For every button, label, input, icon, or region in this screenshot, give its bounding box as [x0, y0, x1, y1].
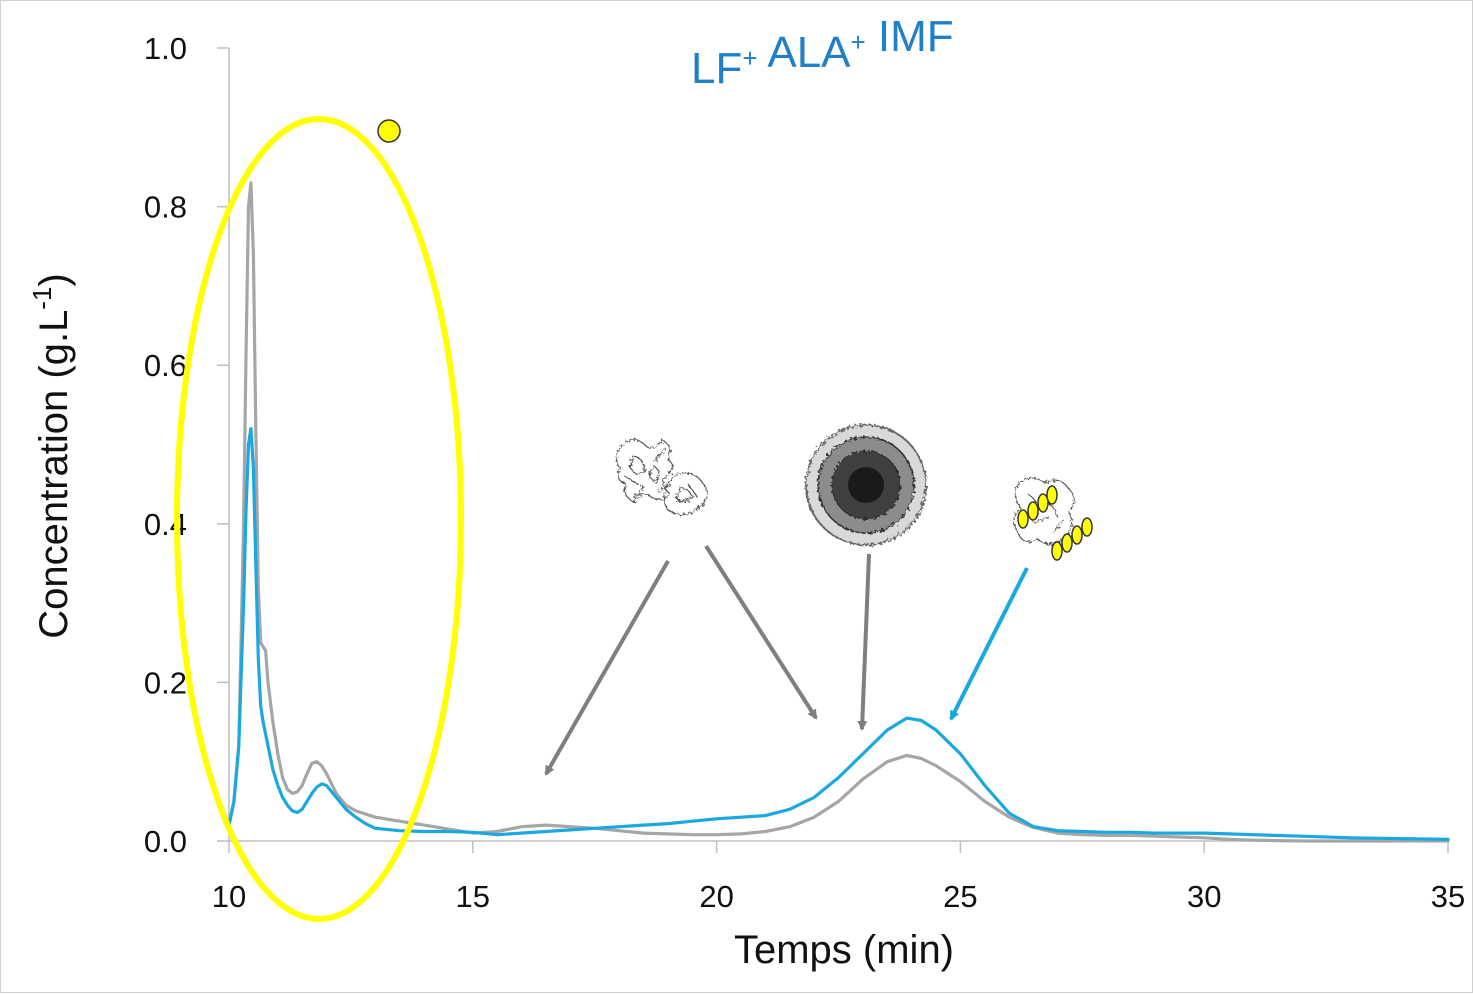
y-tick-label: 0.2: [144, 665, 187, 700]
chart-title: LF+ ALA+ IMF: [691, 12, 954, 93]
arrow-micelle-to-peak: [857, 553, 871, 731]
highlight-ellipse: [174, 116, 464, 922]
arrow-complex-to-peak: [949, 567, 1029, 721]
yellow-dot-icon: [377, 119, 401, 143]
x-tick-label: 20: [699, 879, 733, 914]
chart-title-superscript: +: [742, 43, 757, 73]
y-tick-label: 1.0: [144, 31, 187, 66]
chart-title-part: ALA: [758, 28, 852, 77]
y-tick-label: 0.6: [144, 348, 187, 383]
y-axis-ticks: 0.0 0.2 0.4 0.6 0.8 1.0: [144, 31, 229, 859]
y-tick-label: 0.4: [144, 507, 187, 542]
chart-title-part: IMF: [866, 12, 954, 61]
x-tick-label: 25: [943, 879, 977, 914]
y-axis-title-superscript: -1: [27, 287, 57, 310]
x-tick-label: 10: [212, 879, 246, 914]
casein-micelle-icon: [805, 424, 927, 546]
series-line-blue: [227, 427, 1450, 842]
y-axis-title-text: Concentration (g.L: [32, 310, 76, 639]
arrow-aggregate-to-peak: [704, 544, 818, 720]
x-tick-label: 35: [1431, 879, 1465, 914]
x-axis-ticks: 10 15 20 25 30 35: [212, 841, 1465, 914]
y-tick-label: 0.0: [144, 824, 187, 859]
chart-title-part: LF: [691, 44, 742, 93]
series-line-gray: [227, 181, 1450, 843]
chart-title-superscript: +: [851, 27, 866, 57]
x-tick-label: 15: [456, 879, 490, 914]
lactoferrin-aggregate-icon: [615, 438, 708, 516]
y-axis-title-suffix: ): [32, 273, 76, 286]
y-axis-title: Concentration (g.L-1): [27, 273, 76, 639]
y-tick-label: 0.8: [144, 190, 187, 225]
x-tick-label: 30: [1187, 879, 1221, 914]
x-axis-title: Temps (min): [734, 928, 954, 972]
series-layer: [227, 181, 1450, 843]
arrow-aggregate-to-broad-region: [544, 560, 670, 776]
lactoferrin-alactalbumin-complex-icon: [1013, 477, 1093, 561]
